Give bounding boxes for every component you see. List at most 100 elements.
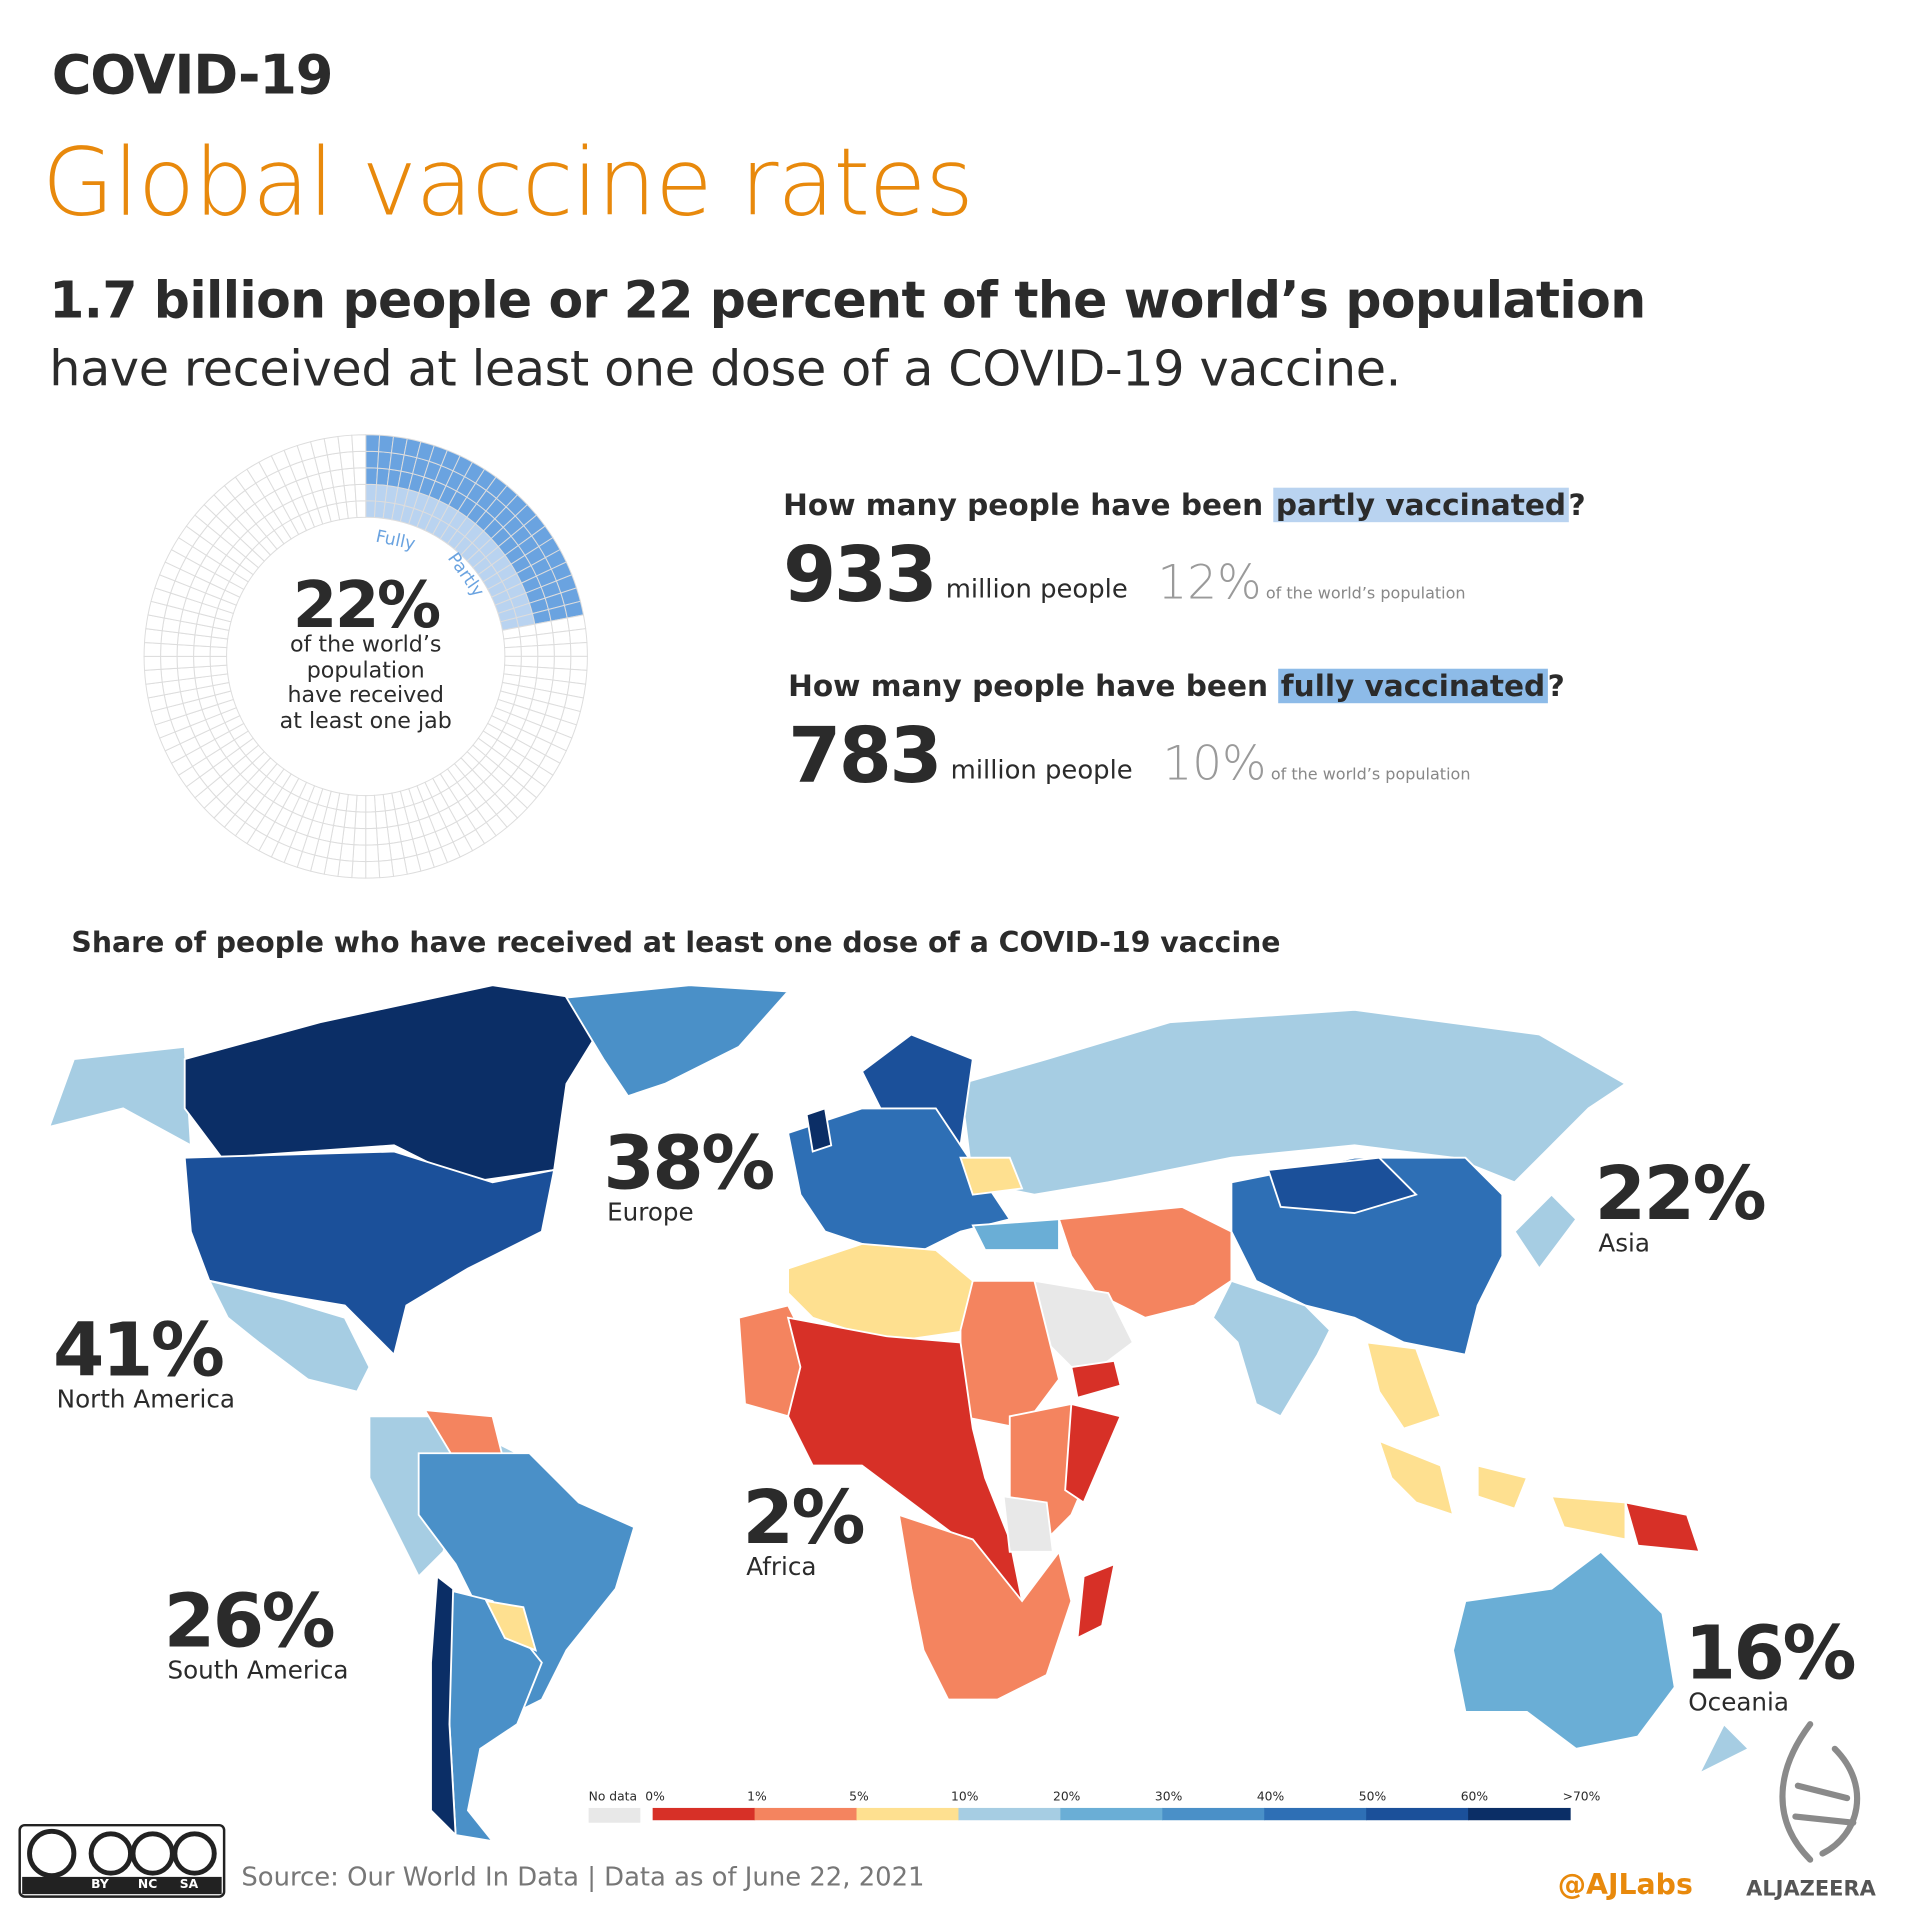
donut-cell xyxy=(193,665,212,679)
donut-cell xyxy=(365,794,377,813)
license-label: SA xyxy=(179,1878,199,1892)
map-title: Share of people who have received at lea… xyxy=(71,927,1281,960)
donut-cell xyxy=(568,628,588,645)
paraguay xyxy=(484,1599,538,1652)
legend-swatch xyxy=(1366,1807,1469,1821)
donut-cell xyxy=(353,827,367,846)
donut-cell xyxy=(161,679,181,696)
question-prefix: How many people have been xyxy=(788,668,1279,704)
donut-cell xyxy=(503,636,522,649)
legend-swatch xyxy=(1162,1807,1265,1821)
kicker: COVID-19 xyxy=(51,44,334,108)
donut-cell xyxy=(339,451,355,470)
southern-africa xyxy=(897,1513,1073,1701)
ukraine xyxy=(959,1156,1024,1196)
donut-cell xyxy=(365,483,378,502)
region-value: 22% xyxy=(1594,1151,1767,1238)
legend-label: 60% xyxy=(1460,1790,1489,1805)
donut-cell xyxy=(552,630,571,646)
donut-cell xyxy=(351,860,367,879)
sa-icon xyxy=(172,1831,217,1876)
donut-cell xyxy=(378,434,395,454)
question-prefix: How many people have been xyxy=(783,487,1274,523)
donut-cell xyxy=(354,483,367,502)
legend-label: 50% xyxy=(1358,1790,1387,1805)
mongolia xyxy=(1267,1156,1418,1215)
donut-value: 22% xyxy=(292,568,441,643)
region-name: North America xyxy=(56,1384,235,1414)
donut-cell xyxy=(143,641,162,657)
aljazeera-logo xyxy=(1779,1721,1861,1863)
donut-cell xyxy=(365,827,379,846)
donut-line: have received xyxy=(287,682,444,709)
question-highlight: fully vaccinated xyxy=(1278,668,1548,704)
question-highlight: partly vaccinated xyxy=(1273,487,1569,523)
donut-cell xyxy=(365,811,378,830)
donut-cell xyxy=(345,500,358,519)
question: How many people have been fully vaccinat… xyxy=(788,668,1565,704)
somalia xyxy=(1064,1402,1122,1504)
region-value: 16% xyxy=(1684,1610,1857,1698)
source: Source: Our World In Data | Data as of J… xyxy=(241,1862,925,1892)
donut-cell xyxy=(355,794,367,813)
main-title: Global vaccine rates xyxy=(41,126,974,237)
pct-note: of the world’s population xyxy=(1270,766,1471,785)
donut-line: at least one jab xyxy=(279,707,452,734)
donut-cell xyxy=(569,655,588,671)
donut-cell xyxy=(343,484,357,503)
donut-cell xyxy=(337,859,354,879)
count: 783 xyxy=(788,710,942,801)
donut-cell xyxy=(176,666,196,681)
tanzania xyxy=(1002,1495,1054,1553)
middle-east xyxy=(1057,1205,1233,1319)
donut-cell xyxy=(176,644,195,657)
legend-swatch xyxy=(958,1807,1061,1821)
license-label: NC xyxy=(137,1878,158,1892)
donut-cell xyxy=(365,500,377,519)
madagascar xyxy=(1076,1562,1116,1640)
region-name: Oceania xyxy=(1688,1687,1789,1717)
donut-cell xyxy=(352,450,367,469)
donut-cell xyxy=(504,646,522,657)
canada xyxy=(183,984,618,1184)
legend-swatch xyxy=(1264,1807,1367,1821)
unit: million people xyxy=(945,573,1128,604)
legend-no-data xyxy=(588,1807,641,1823)
donut-cell xyxy=(553,643,572,657)
donut-cell xyxy=(145,681,165,699)
legend-label: 5% xyxy=(849,1790,869,1805)
mexico xyxy=(207,1279,371,1393)
nc-icon xyxy=(130,1831,175,1876)
new-zealand xyxy=(1697,1722,1751,1776)
donut-cell xyxy=(376,826,390,846)
donut-cell xyxy=(390,857,408,877)
logo-stroke xyxy=(1792,1782,1857,1826)
donut-cell xyxy=(326,452,343,472)
donut-cell xyxy=(341,467,356,487)
donut-cell xyxy=(568,668,588,685)
sumatra xyxy=(1377,1439,1455,1517)
by-icon xyxy=(88,1831,133,1876)
donut-cell xyxy=(176,655,195,669)
legend-label: 0% xyxy=(645,1790,665,1805)
donut-cell xyxy=(209,646,228,657)
legend-swatch xyxy=(1060,1807,1163,1821)
borneo xyxy=(1476,1464,1529,1510)
donut-line: population xyxy=(306,657,425,683)
donut-cell xyxy=(143,628,163,645)
legend-label: 10% xyxy=(951,1790,979,1805)
donut-cell xyxy=(374,810,388,829)
donut-cell xyxy=(365,844,380,863)
yemen xyxy=(1070,1359,1122,1399)
donut-cell xyxy=(193,645,211,657)
donut-cell xyxy=(355,500,367,519)
region-name: Africa xyxy=(746,1551,817,1582)
count: 933 xyxy=(783,529,937,620)
australia xyxy=(1452,1550,1676,1750)
subline: have received at least one dose of a COV… xyxy=(49,341,1401,398)
japan xyxy=(1513,1193,1578,1271)
donut-cell xyxy=(365,467,379,486)
donut xyxy=(143,434,588,879)
